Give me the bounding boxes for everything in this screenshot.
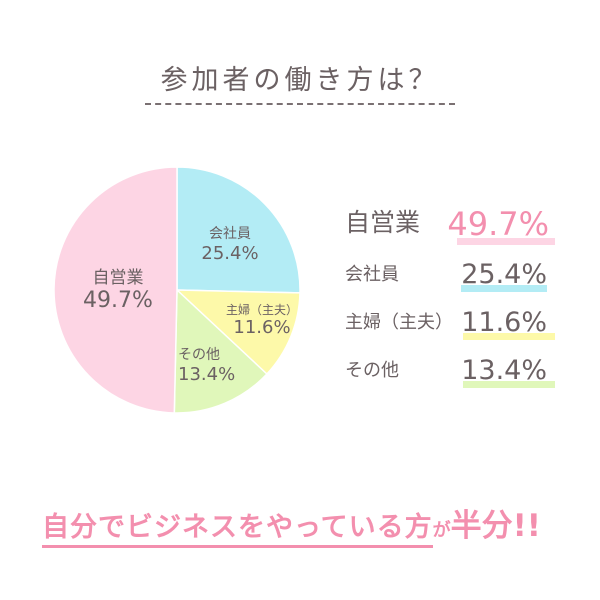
legend-item-other: その他 13.4% — [345, 348, 555, 388]
conclusion-text: 自分でビジネスをやっている方が半分!! — [42, 500, 541, 548]
slice-homemaker — [175, 289, 301, 376]
legend-label: 会社員 — [345, 264, 399, 285]
slice-value: 13.4% — [178, 363, 236, 385]
pie-label-self-employed: 自営業 49.7% — [78, 268, 158, 315]
slice-name: 会社員 — [209, 226, 251, 242]
legend-item-company-employee: 会社員 25.4% — [345, 252, 555, 292]
slice-name: その他 — [178, 347, 220, 363]
legend-value: 49.7% — [447, 205, 549, 243]
legend-highlight-bar — [463, 333, 555, 340]
legend-label: 主婦（主夫） — [345, 312, 453, 333]
legend-label: その他 — [345, 360, 399, 381]
conclusion-part3: 半分!! — [450, 508, 541, 544]
legend-value: 25.4% — [461, 259, 547, 290]
legend-item-homemaker: 主婦（主夫） 11.6% — [345, 300, 555, 340]
legend-highlight-bar — [463, 381, 555, 388]
legend-highlight-bar — [457, 238, 555, 245]
slice-company-employee — [176, 166, 301, 294]
slice-value: 49.7% — [83, 288, 153, 314]
pie-label-other: その他 13.4% — [178, 347, 248, 385]
title-divider — [145, 103, 455, 105]
legend-value: 11.6% — [461, 307, 547, 338]
slice-value: 11.6% — [233, 317, 291, 339]
slice-other — [173, 288, 268, 414]
slice-name: 自営業 — [92, 268, 144, 288]
legend-value: 13.4% — [461, 355, 547, 386]
slice-name: 主婦（主夫） — [225, 303, 298, 317]
legend-label: 自営業 — [345, 208, 421, 237]
pie-label-company-employee: 会社員 25.4% — [190, 226, 270, 264]
pie-label-homemaker: 主婦（主夫） 11.6% — [222, 303, 302, 339]
legend-highlight-bar — [461, 285, 547, 292]
slice-self-employed — [53, 166, 178, 414]
slice-value: 25.4% — [201, 242, 259, 264]
legend-item-self-employed: 自営業 49.7% — [345, 205, 555, 245]
conclusion-part2: が — [432, 520, 451, 541]
page-title: 参加者の働き方は？ — [160, 65, 440, 96]
conclusion-part1: 自分でビジネスをやっている方 — [42, 512, 433, 548]
